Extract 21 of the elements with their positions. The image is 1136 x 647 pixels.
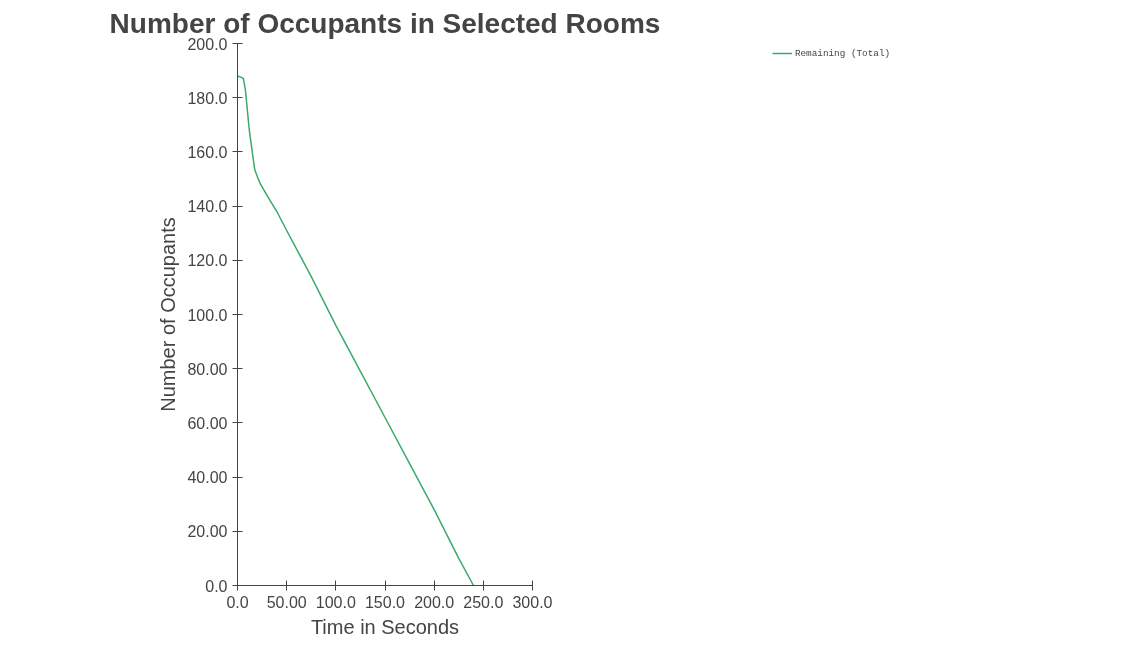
x-tick-label: 150.0: [364, 593, 406, 611]
y-tick-label: 80.00: [187, 360, 228, 378]
line-series: [237, 75, 475, 586]
x-tick-label: 200.0: [414, 593, 455, 611]
y-tick-label: 120.0: [187, 252, 228, 270]
y-tick-label: 160.0: [187, 143, 228, 161]
y-tick-label: 60.00: [187, 414, 228, 432]
y-tick-label: 180.0: [187, 89, 228, 107]
x-tick-label: 100.0: [315, 593, 356, 611]
x-tick-label: 0.0: [226, 593, 249, 611]
y-tick-label: 140.0: [187, 198, 228, 216]
y-axis-title: Number of Occupants: [157, 217, 180, 412]
x-tick-label: 300.0: [512, 593, 553, 611]
y-tick-label: 20.00: [187, 523, 228, 541]
legend-label: Remaining (Total): [794, 47, 891, 59]
y-tick-label: 40.00: [187, 469, 228, 487]
x-axis-title: Time in Seconds: [310, 615, 460, 638]
x-tick-label: 50.00: [266, 593, 307, 611]
y-tick-label: 0.0: [205, 577, 228, 595]
y-tick-label: 100.0: [187, 306, 228, 324]
x-tick-label: 250.0: [463, 593, 504, 611]
